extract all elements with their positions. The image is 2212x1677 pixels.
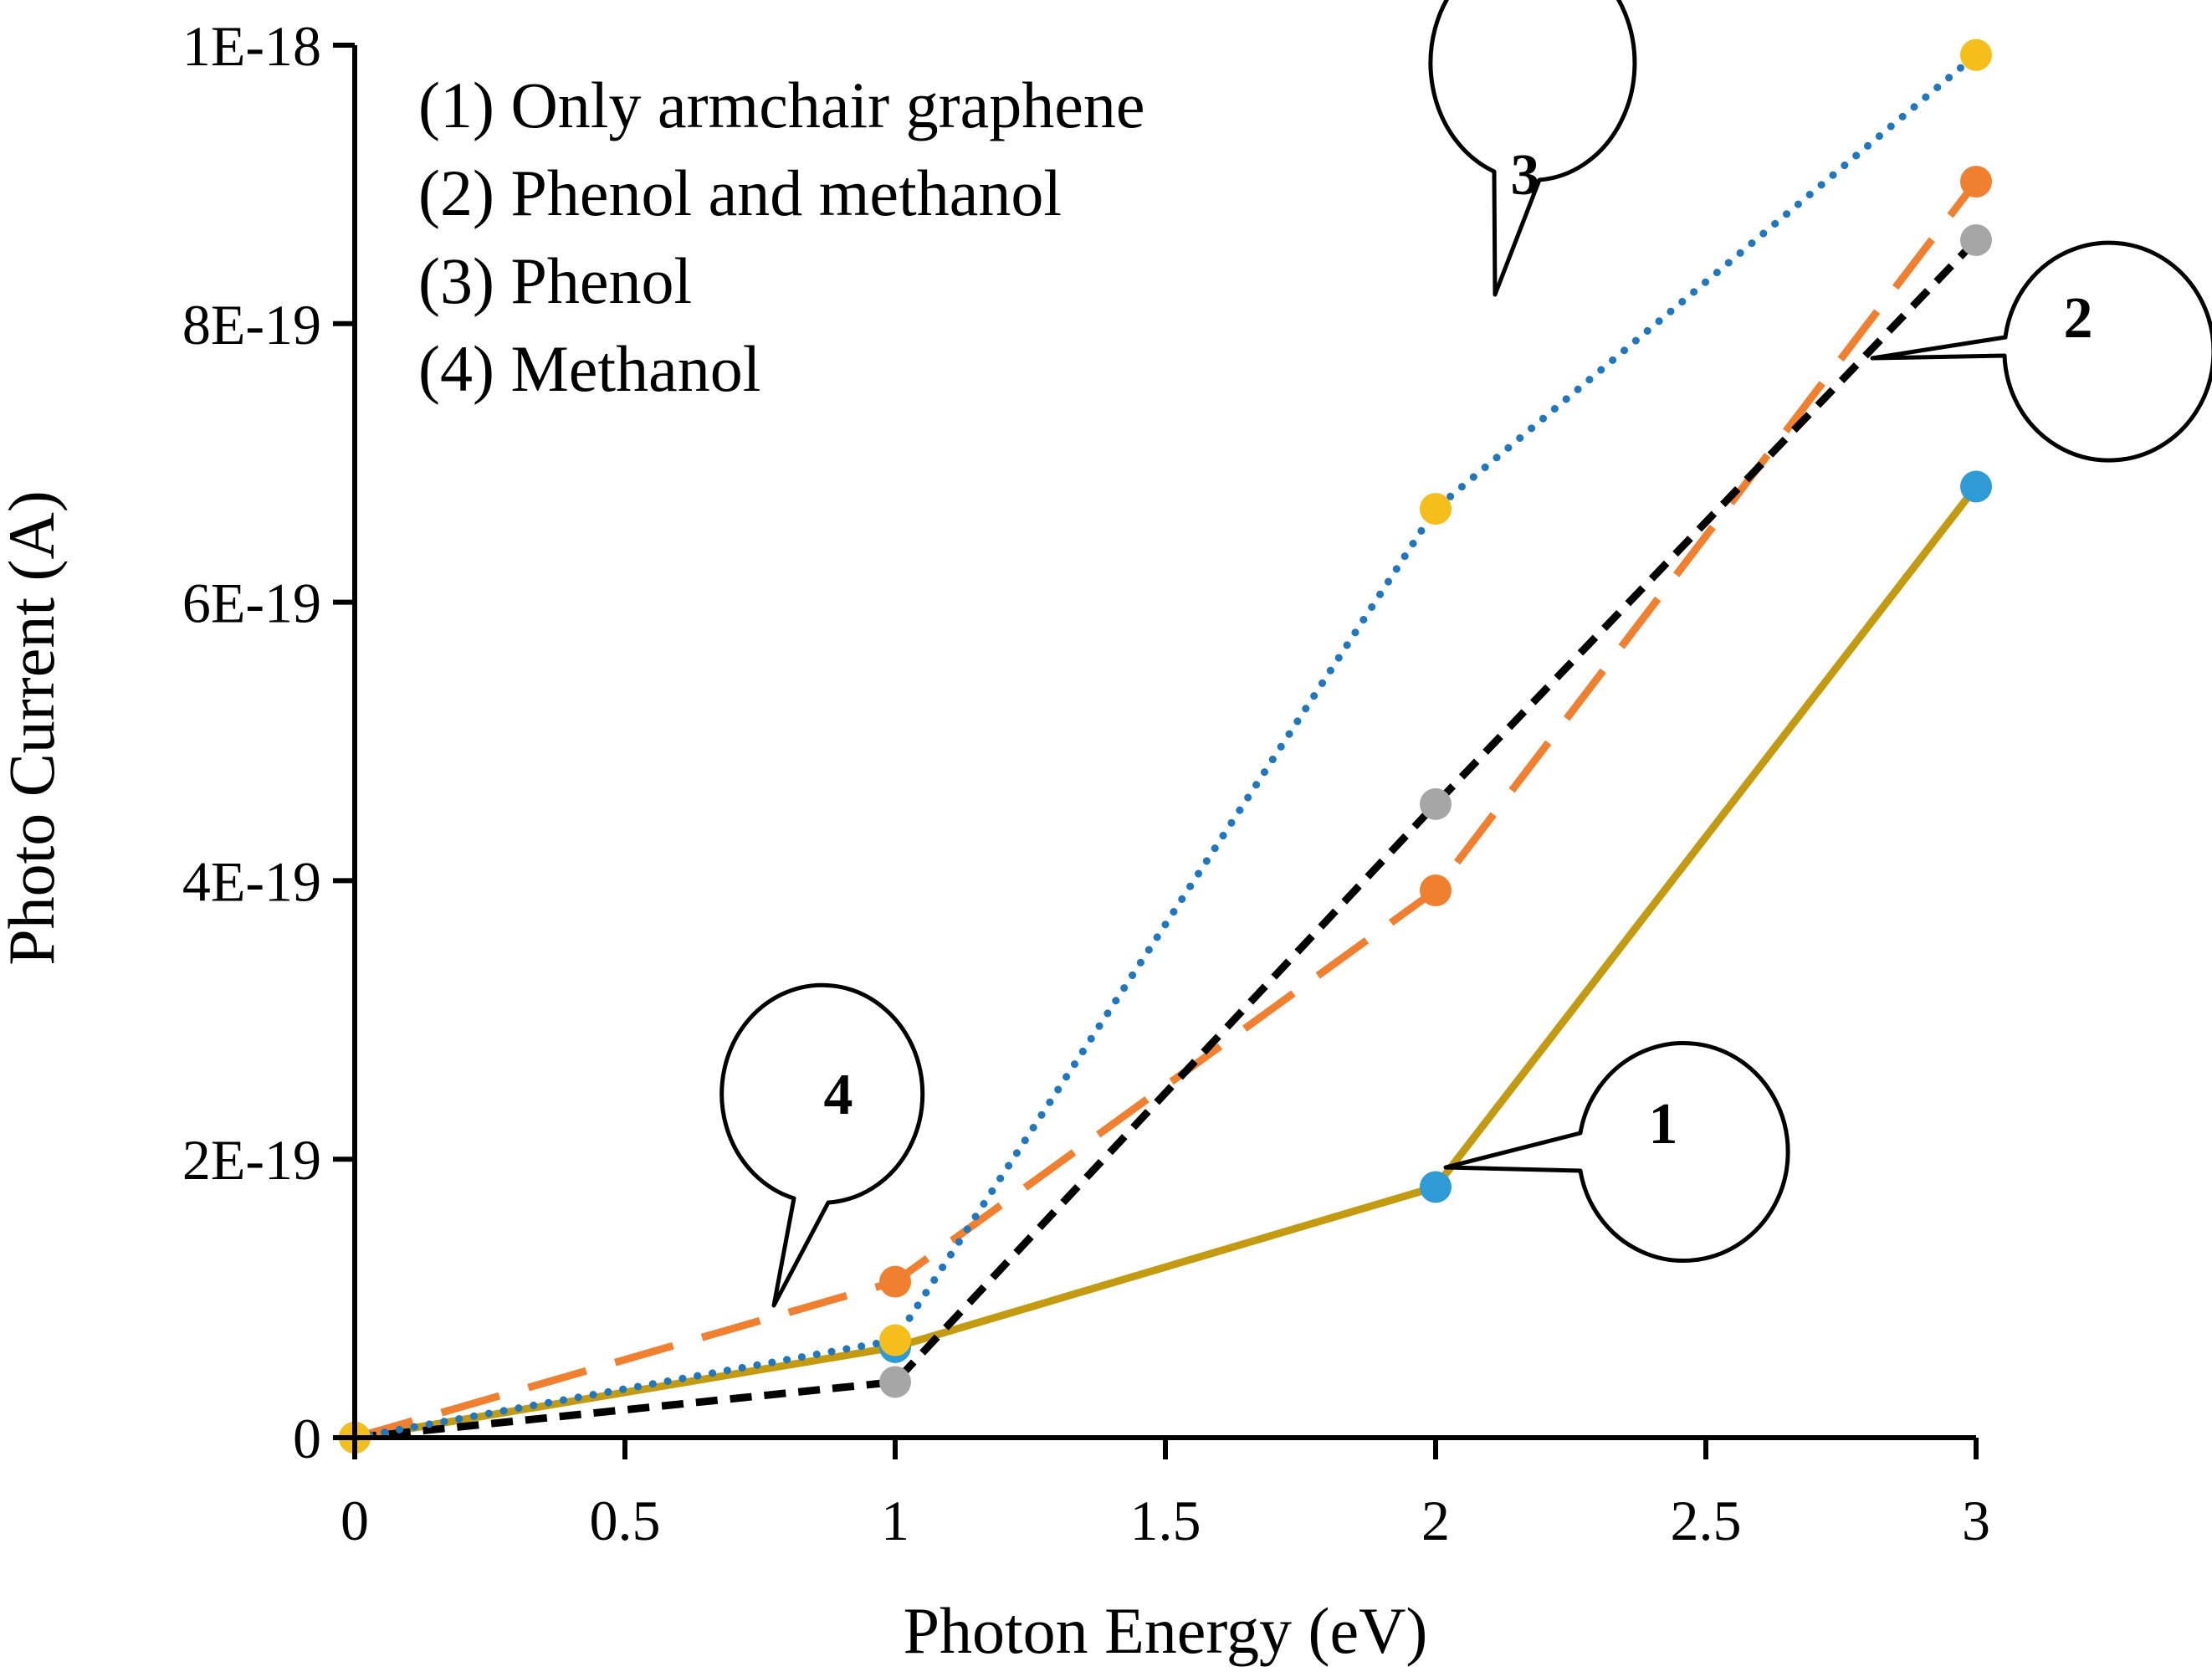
y-tick-label: 2E-19 xyxy=(182,1128,321,1192)
x-tick-label: 3 xyxy=(1962,1489,1990,1552)
legend-entry-2: (2) Phenol and methanol xyxy=(418,156,1062,229)
series-3-point xyxy=(1420,493,1452,526)
callout-3: 3 xyxy=(1428,0,1637,297)
series-1-point xyxy=(1960,470,1992,503)
callout-4-bubble xyxy=(719,982,925,1308)
y-axis-title: Photo Current (A) xyxy=(0,490,68,966)
x-axis-title: Photon Energy (eV) xyxy=(904,1594,1428,1667)
y-tick-label: 0 xyxy=(293,1407,321,1470)
y-ticks: 0 2E-19 4E-19 6E-19 8E-19 1E-18 xyxy=(182,14,355,1470)
series-line-1 xyxy=(354,484,1979,1442)
series-line-2 xyxy=(354,237,1979,1442)
x-tick-label: 1.5 xyxy=(1130,1489,1201,1552)
legend-entry-3: (3) Phenol xyxy=(418,244,692,317)
series-2-point xyxy=(1960,223,1992,256)
y-tick-label: 1E-18 xyxy=(182,14,321,78)
series-4-point xyxy=(879,1265,911,1298)
legend-entry-4: (4) Methanol xyxy=(418,332,760,405)
series-3-point xyxy=(879,1324,911,1356)
callout-3-bubble xyxy=(1428,0,1637,297)
callout-3-label: 3 xyxy=(1511,143,1540,208)
legend: (1) Only armchair graphene (2) Phenol an… xyxy=(418,69,1144,405)
series-3-point xyxy=(1960,38,1992,71)
legend-entry-1: (1) Only armchair graphene xyxy=(418,69,1144,141)
x-tick-label: 2 xyxy=(1421,1489,1450,1552)
callout-2-label: 2 xyxy=(2064,286,2093,351)
series-2-point xyxy=(879,1366,911,1398)
callout-1: 1 xyxy=(1443,1041,1790,1263)
series-4-point xyxy=(1420,874,1452,907)
series-line-3 xyxy=(351,51,1980,1442)
x-tick-label: 2.5 xyxy=(1671,1489,1742,1552)
series-line-4 xyxy=(353,179,1979,1442)
callout-4-label: 4 xyxy=(824,1063,853,1127)
y-tick-label: 4E-19 xyxy=(182,849,321,913)
callout-1-bubble xyxy=(1443,1041,1790,1263)
y-tick-label: 8E-19 xyxy=(182,293,321,356)
callout-4: 4 xyxy=(719,982,925,1308)
x-tick-label: 0.5 xyxy=(590,1489,661,1552)
series-4-point xyxy=(1960,166,1992,198)
callout-2-bubble xyxy=(1870,240,2212,463)
series-lines xyxy=(351,51,1980,1442)
series-2-point xyxy=(1420,787,1452,820)
callout-2: 2 xyxy=(1870,240,2212,463)
x-tick-label: 0 xyxy=(341,1489,369,1552)
series-1-point xyxy=(1420,1171,1452,1203)
x-ticks: 0 0.5 1 1.5 2 2.5 3 xyxy=(341,1438,1990,1552)
callout-1-label: 1 xyxy=(1649,1092,1678,1156)
y-tick-label: 6E-19 xyxy=(182,572,321,635)
x-tick-label: 1 xyxy=(881,1489,909,1552)
series-markers xyxy=(339,38,1992,1454)
